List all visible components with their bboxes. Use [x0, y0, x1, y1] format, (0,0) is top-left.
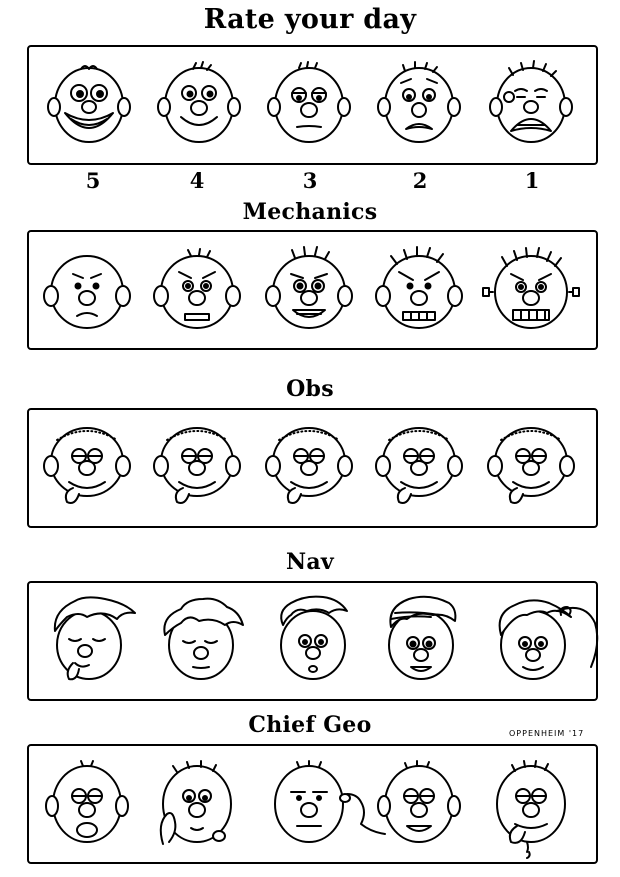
chief-geo-face-2[interactable] — [159, 760, 232, 845]
obs-face-1[interactable] — [43, 427, 131, 504]
obs-face-4[interactable] — [375, 427, 463, 504]
face-rating-4[interactable] — [157, 61, 241, 143]
face-rating-1[interactable] — [489, 60, 573, 143]
face-rating-2[interactable] — [377, 61, 461, 143]
section-title-mechanics: Mechanics — [242, 199, 378, 225]
obs-panel — [27, 408, 598, 528]
scale-label-2: 2 — [412, 168, 428, 193]
nav-face-1[interactable] — [53, 596, 136, 681]
face-rating-3[interactable] — [267, 61, 351, 143]
nav-face-3[interactable] — [280, 595, 348, 680]
scale-label-1: 1 — [524, 168, 540, 193]
obs-face-2[interactable] — [153, 427, 241, 504]
scale-label-3: 3 — [302, 168, 318, 193]
mechanics-face-2[interactable] — [153, 248, 241, 329]
section-title-nav: Nav — [285, 549, 335, 575]
page-title: Rate your day — [203, 4, 417, 35]
chief-geo-panel — [27, 744, 598, 864]
rating-scale: 5 4 3 2 1 — [0, 168, 620, 194]
section-title-chief-geo: Chief Geo — [248, 712, 372, 738]
section-title-obs: Obs — [286, 376, 334, 402]
obs-face-3[interactable] — [265, 427, 353, 504]
mechanics-panel — [27, 230, 598, 350]
mechanics-face-3[interactable] — [265, 246, 353, 329]
nav-face-2[interactable] — [163, 597, 244, 680]
nav-face-4[interactable] — [388, 595, 457, 680]
mechanics-face-4[interactable] — [375, 246, 463, 329]
obs-face-5[interactable] — [487, 427, 575, 504]
chief-geo-face-5[interactable] — [496, 760, 566, 859]
chief-geo-face-1[interactable] — [45, 760, 129, 843]
chief-geo-face-3[interactable] — [274, 760, 386, 843]
rating-panel — [27, 45, 598, 165]
chief-geo-face-4[interactable] — [377, 760, 461, 843]
artist-signature: OPPENHEIM '17 — [509, 729, 585, 738]
nav-face-5[interactable] — [498, 599, 599, 680]
nav-panel — [27, 581, 599, 701]
mechanics-face-5[interactable] — [482, 247, 580, 329]
mechanics-face-1[interactable] — [43, 255, 131, 329]
scale-label-5: 5 — [85, 168, 101, 193]
scale-label-4: 4 — [189, 168, 205, 193]
face-rating-5[interactable] — [47, 65, 131, 143]
